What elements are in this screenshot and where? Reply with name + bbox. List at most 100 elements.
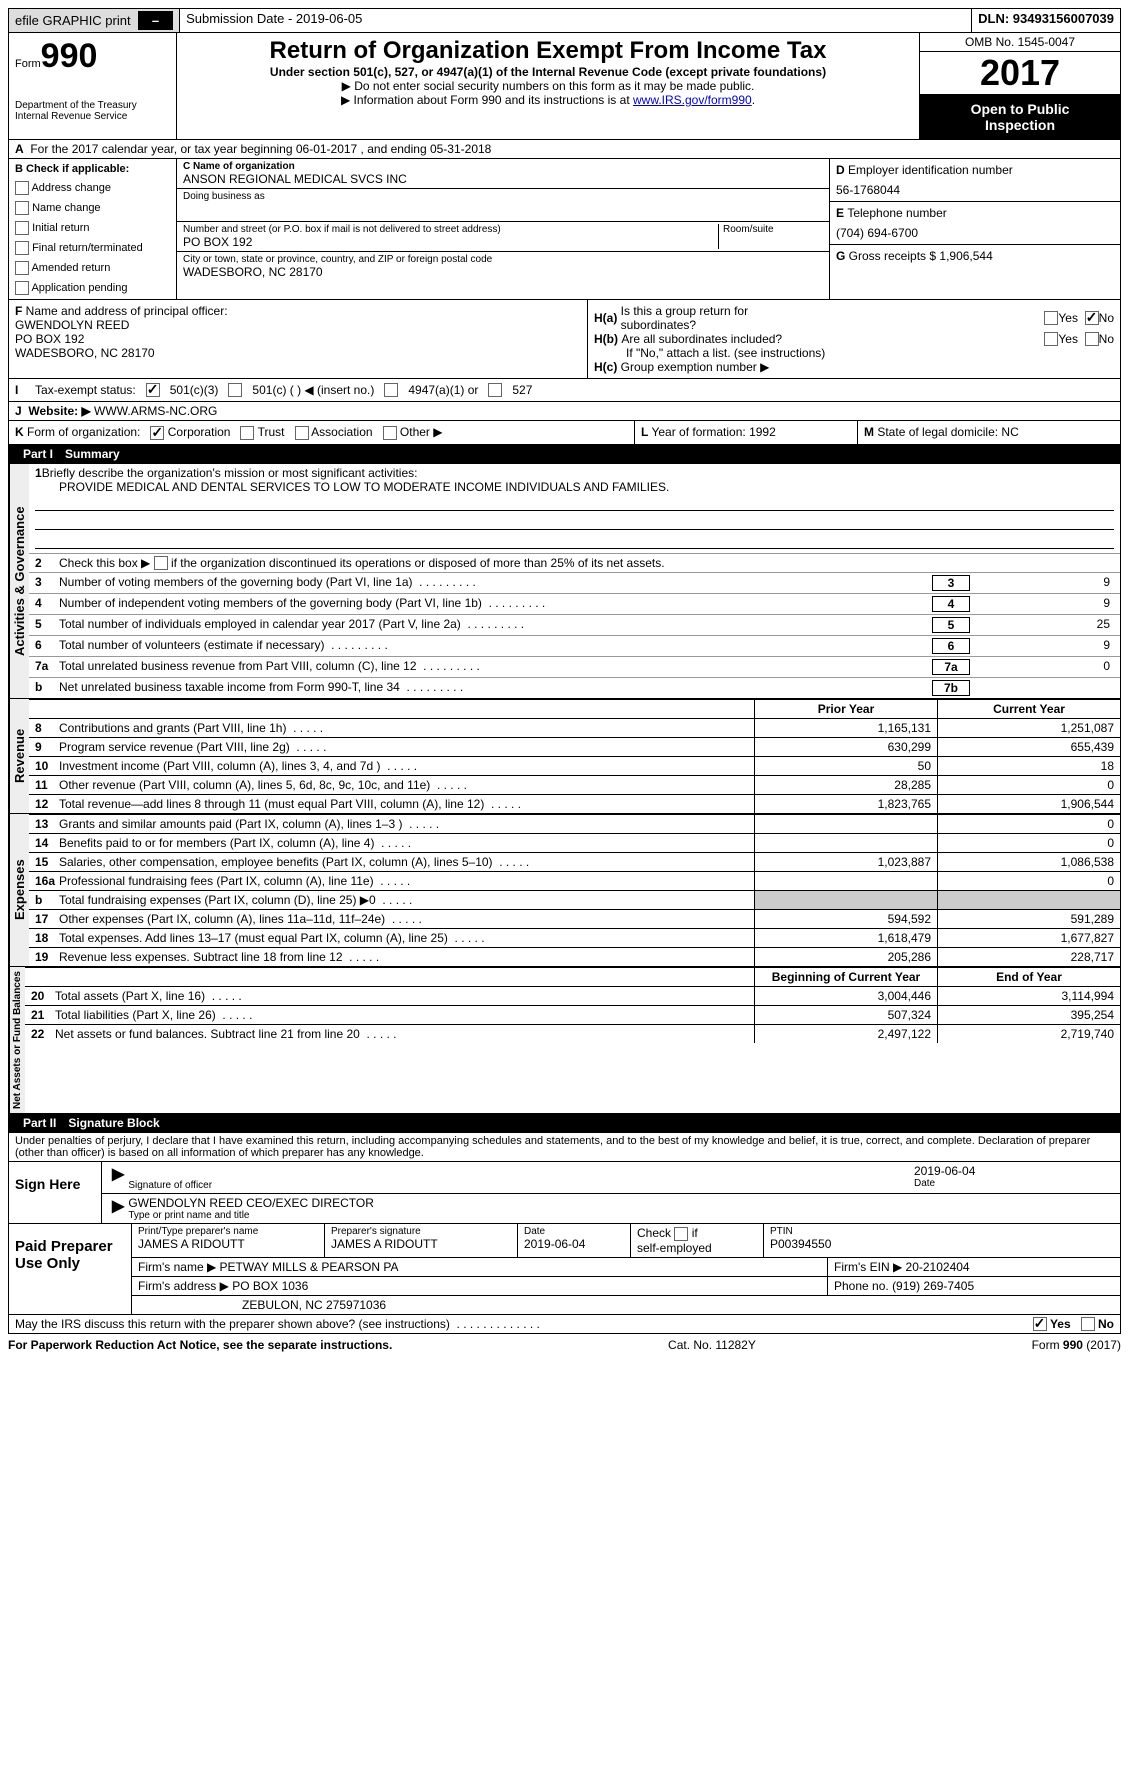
officer-addr: PO BOX 192 [15,332,84,346]
form-subtitle: Under section 501(c), 527, or 4947(a)(1)… [187,65,909,79]
cb-pending[interactable]: Application pending [15,281,170,295]
note2-text: ▶ Information about Form 990 and its ins… [341,93,633,107]
ha-yes[interactable] [1044,311,1058,325]
ha-text: Is this a group return for [621,304,748,318]
table-row: 18Total expenses. Add lines 13–17 (must … [29,928,1120,947]
addr-label: Number and street (or P.O. box if mail i… [183,224,718,235]
end-year: End of Year [937,968,1120,986]
table-row: 11Other revenue (Part VIII, column (A), … [29,775,1120,794]
ag-line: 5Total number of individuals employed in… [29,615,1120,636]
prep-name: JAMES A RIDOUTT [138,1237,318,1251]
vlabel-net: Net Assets or Fund Balances [9,967,25,1113]
dln: DLN: 93493156007039 [972,9,1120,32]
cb-corp[interactable] [150,426,164,440]
irs: Internal Revenue Service [15,111,170,122]
table-row: 21Total liabilities (Part X, line 26) . … [25,1005,1120,1024]
cb-assoc[interactable] [295,426,309,440]
discuss-q: May the IRS discuss this return with the… [15,1317,450,1331]
vlabel-exp: Expenses [9,814,29,966]
sign-label: Sign Here [9,1162,102,1223]
sign-here: Sign Here ▶Signature of officer2019-06-0… [8,1162,1121,1224]
k-label: Form of organization: [27,425,140,439]
q1: Briefly describe the organization's miss… [42,466,418,480]
mission: PROVIDE MEDICAL AND DENTAL SERVICES TO L… [35,480,1114,494]
hb-note: If "No," attach a list. (see instruction… [594,346,1114,360]
b-header: Check if applicable: [26,163,129,175]
ag-line: 4Number of independent voting members of… [29,594,1120,615]
f-label: Name and address of principal officer: [26,304,228,318]
section-i: I Tax-exempt status: 501(c)(3) 501(c) ( … [8,379,1121,402]
arrow-icon: ▶ [108,1196,128,1221]
form-no-big: 990 [41,37,98,75]
cb-name-change[interactable]: Name change [15,201,170,215]
officer-typed: GWENDOLYN REED CEO/EXEC DIRECTOR [128,1196,1114,1210]
cb-501c[interactable] [228,383,242,397]
table-row: bTotal fundraising expenses (Part IX, co… [29,890,1120,909]
part1-rev: Revenue Prior YearCurrent Year 8Contribu… [8,699,1121,814]
form-header: Form990 Department of the Treasury Inter… [8,33,1121,140]
section-c: C Name of organizationANSON REGIONAL MED… [177,159,829,299]
inspect2: Inspection [985,117,1055,133]
rev-header: Prior YearCurrent Year [29,699,1120,718]
ag-line: bNet unrelated business taxable income f… [29,678,1120,698]
footer-left: For Paperwork Reduction Act Notice, see … [8,1338,392,1352]
discuss-yes[interactable] [1033,1317,1047,1331]
current-year: Current Year [937,700,1120,718]
cb-other[interactable] [383,426,397,440]
cb-trust[interactable] [240,426,254,440]
year-formation: Year of formation: 1992 [651,425,775,439]
begin-year: Beginning of Current Year [754,968,937,986]
inspect1: Open to Public [971,101,1070,117]
part1-name: Summary [59,447,126,461]
table-row: 13Grants and similar amounts paid (Part … [29,814,1120,833]
hb-yes[interactable] [1044,332,1058,346]
note2-end: . [752,93,755,107]
cb-amended[interactable]: Amended return [15,261,170,275]
tel: (704) 694-6700 [836,220,1114,240]
footer-right: Form 990 (2017) [1032,1338,1121,1352]
cb-final-return[interactable]: Final return/terminated [15,241,170,255]
ag-line: 6Total number of volunteers (estimate if… [29,636,1120,657]
part1-ag: Activities & Governance 1Briefly describ… [8,464,1121,699]
part2-name: Signature Block [62,1116,165,1130]
q2a: Check this box ▶ [59,556,150,570]
firm-addr: PO BOX 1036 [232,1279,308,1293]
table-row: 15Salaries, other compensation, employee… [29,852,1120,871]
hb-text: Are all subordinates included? [621,332,1044,346]
omb-number: OMB No. 1545-0047 [920,33,1120,52]
cb-initial-return[interactable]: Initial return [15,221,170,235]
table-row: 14Benefits paid to or for members (Part … [29,833,1120,852]
part1-exp: Expenses 13Grants and similar amounts pa… [8,814,1121,967]
cb-4947[interactable] [384,383,398,397]
cb-self-emp[interactable] [674,1227,688,1241]
ha-no[interactable] [1085,311,1099,325]
arrow-icon: ▶ [108,1164,128,1191]
tax-year: 2017 [920,52,1120,95]
part1-header: Part ISummary [8,445,1121,464]
i-label: Tax-exempt status: [35,383,136,397]
dept: Department of the Treasury [15,100,170,111]
table-row: 16aProfessional fundraising fees (Part I… [29,871,1120,890]
section-d: D Employer identification number56-17680… [829,159,1120,299]
ptin: P00394550 [770,1237,1114,1251]
hb-no[interactable] [1085,332,1099,346]
firm-city: ZEBULON, NC 275971036 [132,1296,1120,1314]
gross: 1,906,544 [939,249,992,263]
section-a: A For the 2017 calendar year, or tax yea… [8,140,1121,159]
firm-ein: 20-2102404 [906,1260,970,1274]
form990-link[interactable]: www.IRS.gov/form990 [633,93,752,107]
print-button[interactable]: – [138,11,173,30]
note2: ▶ Information about Form 990 and its ins… [187,93,909,107]
section-k: K Form of organization: Corporation Trus… [8,421,1121,445]
ag-line: 7aTotal unrelated business revenue from … [29,657,1120,678]
cb-discontinued[interactable] [154,556,168,570]
discuss-no[interactable] [1081,1317,1095,1331]
city-label: City or town, state or province, country… [183,254,823,265]
cb-527[interactable] [488,383,502,397]
tel-label: Telephone number [847,206,946,220]
date-label: Date [914,1178,1114,1189]
form-title: Return of Organization Exempt From Incom… [187,37,909,65]
cb-501c3[interactable] [146,383,160,397]
cb-address-change[interactable]: Address change [15,181,170,195]
website: WWW.ARMS-NC.ORG [94,404,217,418]
